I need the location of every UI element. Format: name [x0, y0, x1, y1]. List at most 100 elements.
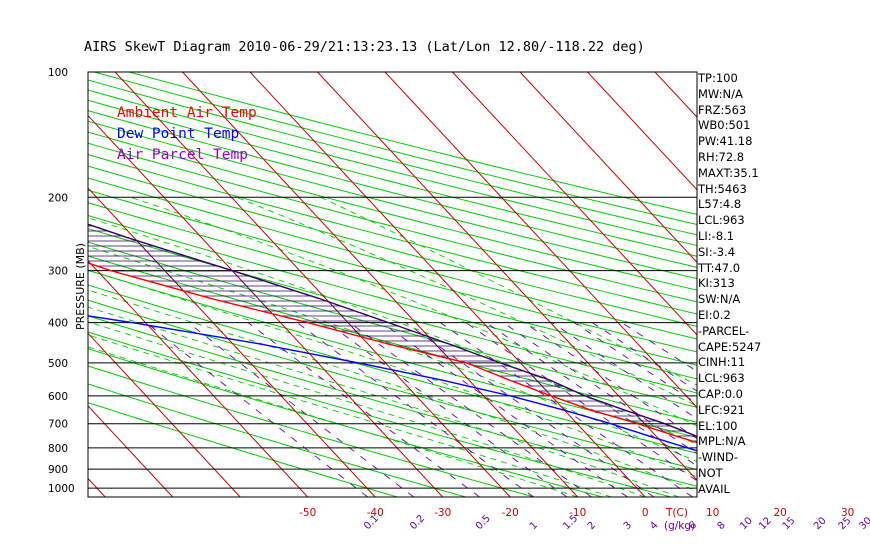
- dry-adiabat-line: [88, 214, 697, 380]
- dry-adiabat-line: [88, 99, 697, 257]
- stability-index: MPL:N/A: [698, 434, 746, 449]
- isotherm-line: [88, 477, 106, 497]
- moist-adiabat-line: [88, 321, 646, 497]
- stability-index: LCL:963: [698, 213, 745, 228]
- profile-lines: [88, 223, 697, 452]
- pressure-tick-label: 900: [48, 464, 68, 476]
- moist-adiabat-line: [88, 346, 578, 497]
- stability-index: EI:0.2: [698, 307, 731, 322]
- chart-title: AIRS SkewT Diagram 2010-06-29/21:13:23.1…: [84, 39, 645, 55]
- isotherm-line: [88, 332, 241, 497]
- stability-index: PW:41.18: [698, 134, 753, 149]
- stability-index: MAXT:35.1: [698, 165, 759, 180]
- parcel-hatch-line: [231, 270, 273, 314]
- mixing-ratio-tick-label: 1: [528, 520, 540, 532]
- moist-adiabat-line: [236, 196, 697, 407]
- mixing-ratio-line: [187, 322, 414, 497]
- dry-adiabat-line: [88, 299, 697, 470]
- mixing-ratio-line: [381, 322, 628, 497]
- moist-adiabat-line: [320, 196, 697, 386]
- pressure-tick-label: 1000: [48, 483, 75, 495]
- dry-adiabat-line: [88, 177, 697, 340]
- dry-adiabats: [88, 72, 697, 497]
- stability-index: WB0:501: [698, 118, 751, 133]
- mixing-ratio-tick-label: 10: [738, 515, 755, 532]
- temp-axis-unit-label: T(C): [665, 507, 688, 519]
- dry-adiabat-line: [88, 228, 697, 394]
- isotherms: [0, 72, 697, 497]
- mixing-ratio-line: [440, 322, 693, 497]
- bottom-temp-tick-label: -10: [569, 507, 586, 519]
- mixing-ratio-line: [465, 322, 697, 482]
- mixing-ratio-line: [523, 322, 697, 439]
- mixing-ratio-line: [405, 322, 655, 497]
- pressure-tick-label: 600: [48, 391, 68, 403]
- pressure-tick-label: 800: [48, 443, 68, 455]
- moist-adiabat-line: [130, 196, 697, 427]
- stability-index: CINH:11: [698, 355, 746, 370]
- isotherm-line: [88, 259, 309, 497]
- moist-adiabat-line: [88, 334, 612, 497]
- mixing-ratio-tick-label: 0.2: [408, 513, 427, 532]
- mixing-ratio-line: [621, 322, 697, 372]
- moist-adiabat-line: [88, 306, 680, 497]
- isotherm-line: [0, 72, 38, 497]
- isotherm-line: [519, 72, 697, 264]
- stability-index: FRZ:563: [698, 102, 747, 117]
- dry-adiabat-line: [88, 131, 697, 291]
- parcel-hatch-line: [330, 303, 361, 336]
- bottom-temp-tick-label: -40: [367, 507, 384, 519]
- stability-index: EL:100: [698, 418, 738, 433]
- stability-index: LI:-8.1: [698, 228, 735, 243]
- isotherm-line: [249, 72, 646, 497]
- dry-adiabat-line: [88, 402, 398, 497]
- pressure-tick-label: 200: [48, 192, 68, 204]
- stability-index: CAPE:5247: [698, 339, 762, 354]
- dry-adiabat-line: [88, 284, 697, 454]
- axes-labels: 1002003004005006007008009001000-120-110-…: [48, 67, 870, 532]
- stability-index: NOT: [698, 465, 723, 480]
- stability-index: LFC:921: [698, 402, 745, 417]
- stability-index: RH:72.8: [698, 149, 745, 164]
- series-line: [88, 223, 697, 438]
- pressure-tick-label: 500: [48, 358, 68, 370]
- bottom-temp-tick-label: -50: [299, 507, 316, 519]
- mixing-ratio-line: [485, 322, 697, 467]
- stability-index: MW:N/A: [698, 86, 743, 101]
- mixing-axis-unit-label: (g/kg): [664, 520, 695, 532]
- mixing-ratio-tick-label: 20: [812, 515, 829, 532]
- dry-adiabat-line: [88, 269, 697, 439]
- mixing-ratio-tick-label: 3: [622, 520, 634, 532]
- mixing-ratio-line: [573, 322, 697, 404]
- parcel-hatch-line: [635, 414, 648, 427]
- dry-adiabat-line: [88, 315, 697, 487]
- dry-adiabat-line: [88, 255, 697, 423]
- dry-adiabat-line: [88, 165, 697, 327]
- dry-adiabat-line: [88, 189, 697, 353]
- dry-adiabat-line: [88, 142, 697, 303]
- stability-index: CAP:0.0: [698, 386, 743, 401]
- series-line: [88, 315, 697, 452]
- legend-item: Dew Point Temp: [117, 126, 239, 142]
- parcel-hatch-line: [137, 240, 184, 291]
- moist-adiabat-line: [88, 289, 697, 492]
- bottom-temp-tick-label: -20: [502, 507, 519, 519]
- dry-adiabat-line: [88, 89, 697, 247]
- stability-index: KI:313: [698, 276, 735, 291]
- dry-adiabat-line: [88, 202, 697, 366]
- bottom-temp-tick-label: 0: [642, 507, 649, 519]
- series-line: [88, 262, 697, 444]
- bottom-temp-tick-label: 20: [774, 507, 787, 519]
- pressure-tick-label: 700: [48, 419, 68, 431]
- parcel-hatch-line: [429, 337, 449, 358]
- moist-adiabat-line: [88, 217, 697, 445]
- dry-adiabat-line: [88, 120, 697, 280]
- dry-adiabat-line: [88, 365, 535, 497]
- y-axis-label: PRESSURE (MB): [74, 243, 87, 330]
- legend: Ambient Air Temp Dew Point Temp Air Parcel…: [117, 105, 257, 163]
- mixing-ratio-tick-label: 4: [648, 520, 660, 532]
- mixing-ratio-tick-label: 12: [757, 515, 774, 532]
- legend-item: Air Parcel Temp: [117, 147, 248, 163]
- isotherm-line: [182, 72, 579, 497]
- isotherm-line: [88, 405, 174, 497]
